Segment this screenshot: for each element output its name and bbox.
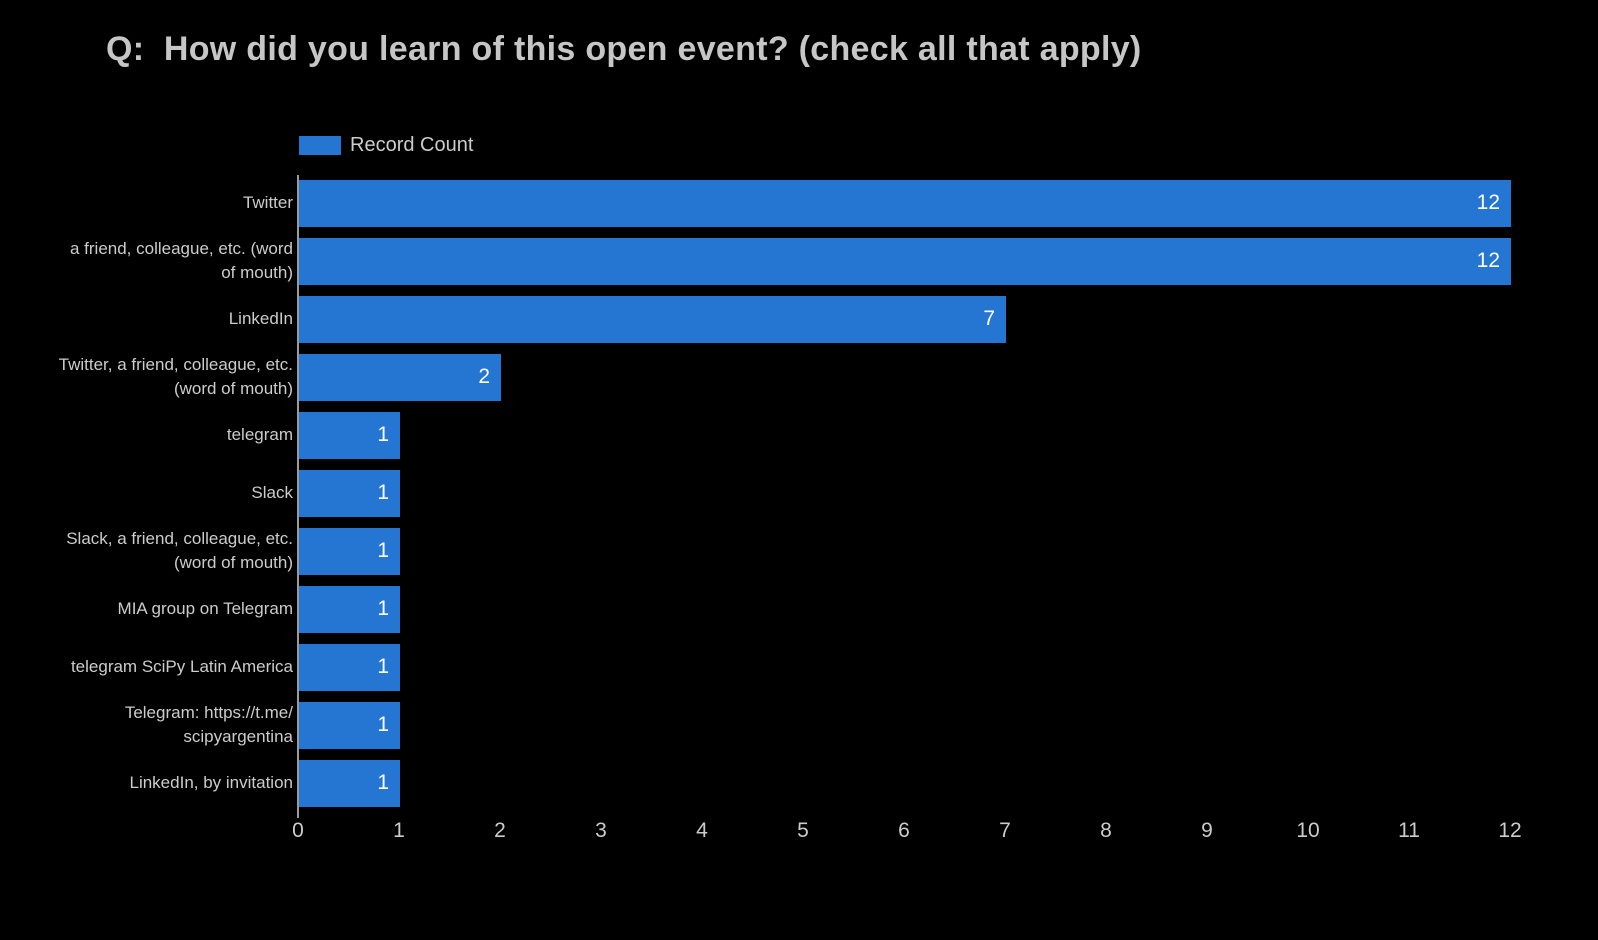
category-label: Slack bbox=[251, 483, 293, 502]
y-axis-line bbox=[297, 175, 299, 818]
bar-row: a friend, colleague, etc. (word of mouth… bbox=[0, 232, 1598, 290]
bar[interactable]: 2 bbox=[299, 353, 501, 401]
bar-value-label: 1 bbox=[377, 423, 389, 446]
x-axis-tick-label: 10 bbox=[1296, 819, 1320, 842]
category-label: Twitter bbox=[242, 193, 293, 212]
category-label: telegram bbox=[226, 425, 293, 444]
bar[interactable]: 12 bbox=[299, 179, 1511, 227]
x-axis-tick-label: 9 bbox=[1201, 819, 1213, 842]
x-axis-tick-label: 8 bbox=[1100, 819, 1112, 842]
legend: Record Count bbox=[299, 134, 473, 157]
bar-row: Telegram: https://t.me/ scipyargentina 1 bbox=[0, 696, 1598, 754]
plot-area: Twitter 12 a friend, colleague, etc. (word… bbox=[0, 174, 1598, 812]
category-label: LinkedIn bbox=[228, 309, 293, 328]
category-label: MIA group on Telegram bbox=[117, 599, 293, 618]
bar-value-label: 1 bbox=[377, 771, 389, 794]
chart-title: Q: How did you learn of this open event?… bbox=[106, 30, 1142, 68]
x-axis-tick-label: 11 bbox=[1398, 819, 1420, 842]
category-label: LinkedIn, by invitation bbox=[129, 773, 294, 792]
bar-value-label: 7 bbox=[983, 307, 995, 330]
bar-value-label: 12 bbox=[1476, 249, 1500, 272]
bar-row: telegram 1 bbox=[0, 406, 1598, 464]
bar[interactable]: 7 bbox=[299, 295, 1006, 343]
bar-value-label: 1 bbox=[377, 713, 389, 736]
bar-row: Twitter 12 bbox=[0, 174, 1598, 232]
bar-value-label: 2 bbox=[478, 365, 490, 388]
bar-value-label: 1 bbox=[377, 481, 389, 504]
category-label: a friend, colleague, etc. (word of mouth… bbox=[69, 239, 293, 282]
x-axis-tick-label: 3 bbox=[595, 819, 607, 842]
bar-value-label: 1 bbox=[377, 655, 389, 678]
bar-value-label: 1 bbox=[377, 597, 389, 620]
legend-label: Record Count bbox=[350, 134, 474, 156]
bar-row: MIA group on Telegram 1 bbox=[0, 580, 1598, 638]
category-label: Telegram: https://t.me/ scipyargentina bbox=[124, 703, 293, 746]
bar[interactable]: 1 bbox=[299, 585, 400, 633]
bar[interactable]: 1 bbox=[299, 643, 400, 691]
x-axis-tick-label: 1 bbox=[393, 819, 405, 842]
bar-value-label: 12 bbox=[1476, 191, 1500, 214]
x-axis-tick-label: 12 bbox=[1498, 819, 1522, 842]
x-axis-tick-label: 2 bbox=[494, 819, 506, 842]
x-axis-tick-label: 6 bbox=[898, 819, 910, 842]
bar-row: LinkedIn, by invitation 1 bbox=[0, 754, 1598, 812]
x-axis-tick-label: 7 bbox=[999, 819, 1011, 842]
bar-row: Slack, a friend, colleague, etc. (word o… bbox=[0, 522, 1598, 580]
bar[interactable]: 1 bbox=[299, 759, 400, 807]
bar[interactable]: 1 bbox=[299, 469, 400, 517]
bar-row: LinkedIn 7 bbox=[0, 290, 1598, 348]
x-axis-tick-label: 0 bbox=[292, 819, 304, 842]
bar[interactable]: 1 bbox=[299, 411, 400, 459]
x-axis: 0 1 2 3 4 5 6 7 8 9 10 11 12 bbox=[0, 817, 1598, 847]
bar-row: Twitter, a friend, colleague, etc. (word… bbox=[0, 348, 1598, 406]
bar[interactable]: 1 bbox=[299, 527, 400, 575]
category-label: Twitter, a friend, colleague, etc. (word… bbox=[58, 355, 293, 398]
bar-value-label: 1 bbox=[377, 539, 389, 562]
legend-swatch bbox=[299, 136, 341, 155]
x-axis-tick-label: 5 bbox=[797, 819, 809, 842]
x-axis-tick-label: 4 bbox=[696, 819, 708, 842]
bar[interactable]: 12 bbox=[299, 237, 1511, 285]
bar-row: Slack 1 bbox=[0, 464, 1598, 522]
category-label: Slack, a friend, colleague, etc. (word o… bbox=[66, 529, 293, 572]
bar-row: telegram SciPy Latin America 1 bbox=[0, 638, 1598, 696]
category-label: telegram SciPy Latin America bbox=[70, 657, 293, 676]
bar[interactable]: 1 bbox=[299, 701, 400, 749]
